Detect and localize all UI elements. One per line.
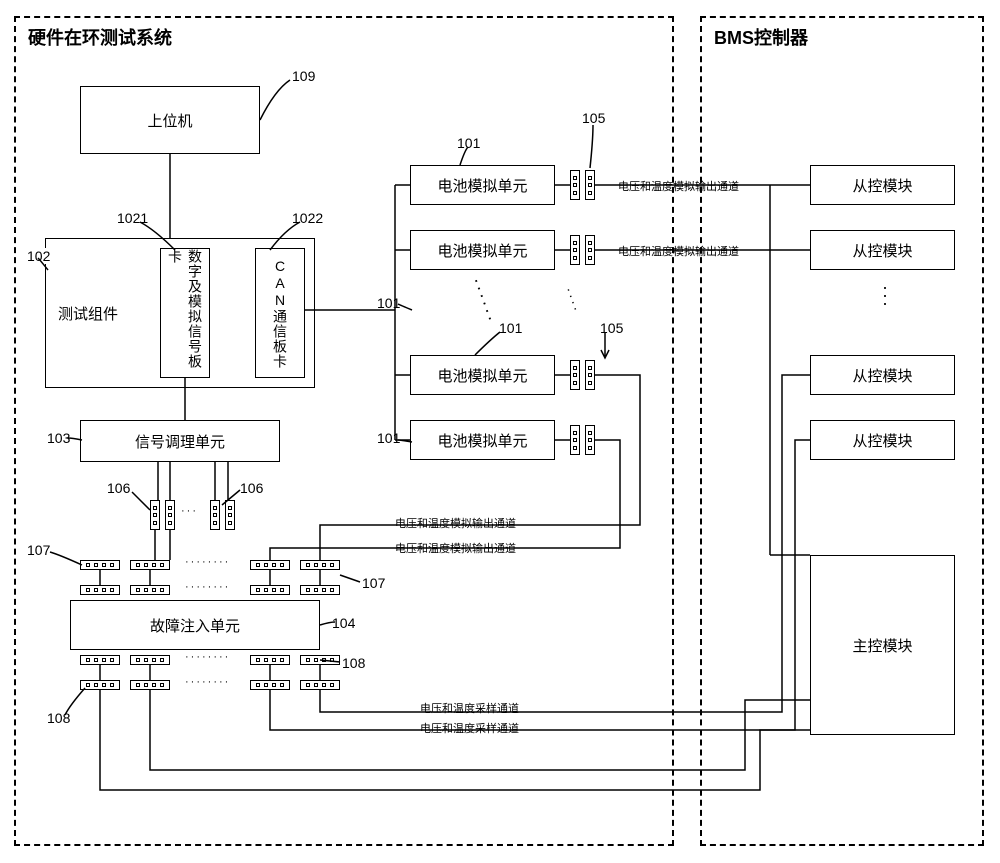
connector-105-2 xyxy=(570,235,580,265)
connector-108i-2 xyxy=(130,655,170,665)
battery-sim-1-label: 电池模拟单元 xyxy=(437,175,527,196)
connector-105-1 xyxy=(570,170,580,200)
battery-sim-1: 电池模拟单元 xyxy=(410,165,555,205)
connector-107i-1 xyxy=(80,585,120,595)
connector-108-3 xyxy=(250,680,290,690)
fault-inject-box: 故障注入单元 xyxy=(70,600,320,650)
ref-101d: 101 xyxy=(375,430,402,446)
connector-105-2b xyxy=(585,235,595,265)
ch-out-4: 电压和温度模拟输出通道 xyxy=(395,540,516,556)
connector-105-3 xyxy=(570,360,580,390)
slave-3: 从控模块 xyxy=(810,355,955,395)
ref-101a: 101 xyxy=(455,135,482,151)
dots-106: ··· xyxy=(181,505,198,517)
ref-103: 103 xyxy=(45,430,72,446)
master-box: 主控模块 xyxy=(810,555,955,735)
can-card-box: CAN通信板卡 xyxy=(255,248,305,378)
dots-107: ········ xyxy=(185,556,230,568)
connector-106-3 xyxy=(210,500,220,530)
connector-108-2 xyxy=(130,680,170,690)
master-label: 主控模块 xyxy=(852,635,912,656)
ref-105a: 105 xyxy=(580,110,607,126)
slave-1-label: 从控模块 xyxy=(852,175,912,196)
host-pc-box: 上位机 xyxy=(80,86,260,154)
ch-out-1: 电压和温度模拟输出通道 xyxy=(618,178,739,194)
battery-sim-3: 电池模拟单元 xyxy=(410,355,555,395)
ref-101b: 101 xyxy=(375,295,402,311)
battery-sim-2: 电池模拟单元 xyxy=(410,230,555,270)
battery-sim-2-label: 电池模拟单元 xyxy=(437,240,527,261)
ref-1022: 1022 xyxy=(290,210,325,226)
ref-106b: 106 xyxy=(238,480,265,496)
dots-108i: ········ xyxy=(185,651,230,663)
connector-105-4b xyxy=(585,425,595,455)
ref-101c: 101 xyxy=(497,320,524,336)
connector-107i-2 xyxy=(130,585,170,595)
ch-samp-1: 电压和温度采样通道 xyxy=(420,700,519,716)
connector-107i-3 xyxy=(250,585,290,595)
connector-108i-3 xyxy=(250,655,290,665)
ref-109: 109 xyxy=(290,68,317,84)
connector-108i-4 xyxy=(300,655,340,665)
slave-2-label: 从控模块 xyxy=(852,240,912,261)
ch-out-3: 电压和温度模拟输出通道 xyxy=(395,515,516,531)
dots-108: ········ xyxy=(185,676,230,688)
battery-sim-4-label: 电池模拟单元 xyxy=(437,430,527,451)
right-panel-title: BMS控制器 xyxy=(710,22,812,52)
left-panel-title: 硬件在环测试系统 xyxy=(24,22,176,52)
connector-108-1 xyxy=(80,680,120,690)
connector-108-4 xyxy=(300,680,340,690)
dots-slave: ··· xyxy=(875,285,896,309)
battery-sim-3-label: 电池模拟单元 xyxy=(437,365,527,386)
slave-1: 从控模块 xyxy=(810,165,955,205)
ref-1021: 1021 xyxy=(115,210,150,226)
host-pc-label: 上位机 xyxy=(147,110,192,131)
battery-sim-4: 电池模拟单元 xyxy=(410,420,555,460)
ref-104: 104 xyxy=(330,615,357,631)
slave-2: 从控模块 xyxy=(810,230,955,270)
slave-3-label: 从控模块 xyxy=(852,365,912,386)
connector-108i-1 xyxy=(80,655,120,665)
connector-105-1b xyxy=(585,170,595,200)
signal-card-label: 数字及模拟信号板卡 xyxy=(165,249,205,377)
can-card-label: CAN通信板卡 xyxy=(270,258,290,369)
slave-4-label: 从控模块 xyxy=(852,430,912,451)
connector-107-4 xyxy=(300,560,340,570)
connector-107i-4 xyxy=(300,585,340,595)
signal-cond-label: 信号调理单元 xyxy=(135,431,225,452)
connector-105-3b xyxy=(585,360,595,390)
ref-105b: 105 xyxy=(598,320,625,336)
connector-106-1 xyxy=(150,500,160,530)
slave-4: 从控模块 xyxy=(810,420,955,460)
connector-106-4 xyxy=(225,500,235,530)
ch-samp-2: 电压和温度采样通道 xyxy=(420,720,519,736)
dots-107i: ········ xyxy=(185,581,230,593)
ch-out-2: 电压和温度模拟输出通道 xyxy=(618,243,739,259)
signal-cond-box: 信号调理单元 xyxy=(80,420,280,462)
connector-106-2 xyxy=(165,500,175,530)
test-assembly-label: 测试组件 xyxy=(58,303,118,324)
connector-107-2 xyxy=(130,560,170,570)
ref-107b: 107 xyxy=(360,575,387,591)
ref-107a: 107 xyxy=(25,542,52,558)
ref-108a: 108 xyxy=(45,710,72,726)
fault-inject-label: 故障注入单元 xyxy=(150,615,240,636)
ref-106a: 106 xyxy=(105,480,132,496)
signal-card-box: 数字及模拟信号板卡 xyxy=(160,248,210,378)
connector-107-1 xyxy=(80,560,120,570)
connector-107-3 xyxy=(250,560,290,570)
ref-108b: 108 xyxy=(340,655,367,671)
connector-105-4 xyxy=(570,425,580,455)
ref-102: 102 xyxy=(25,248,52,264)
